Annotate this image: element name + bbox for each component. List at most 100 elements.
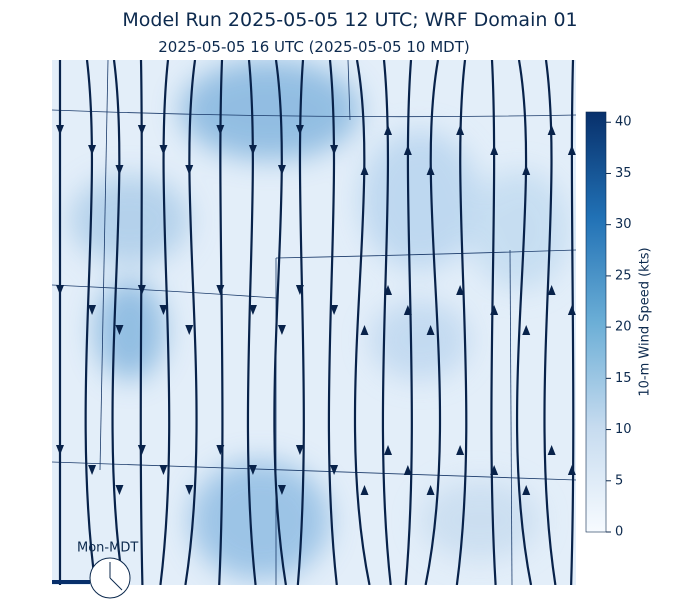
arrowhead	[56, 125, 64, 135]
arrowhead	[384, 285, 393, 295]
arrowhead	[248, 305, 257, 315]
streamline	[218, 60, 224, 585]
arrowhead	[248, 145, 257, 155]
arrowhead	[330, 465, 339, 475]
colorbar-tick-label: 25	[615, 268, 632, 283]
streamline	[111, 60, 125, 585]
arrowhead	[360, 325, 369, 335]
arrowhead	[490, 145, 499, 155]
arrowhead	[277, 325, 286, 335]
arrowhead	[456, 125, 465, 135]
clock-hand	[109, 577, 123, 591]
arrowhead	[360, 485, 369, 495]
colorbar	[585, 111, 607, 533]
arrowhead	[456, 445, 465, 455]
colorbar-tick-label: 40	[615, 115, 632, 130]
arrowhead	[159, 305, 168, 315]
arrowhead	[216, 125, 225, 135]
colorbar-tick-label: 5	[615, 473, 623, 488]
arrowhead	[547, 445, 556, 455]
subtitle: 2025-05-05 16 UTC (2025-05-05 10 MDT)	[158, 38, 469, 56]
border	[52, 109, 576, 118]
arrowhead	[56, 285, 64, 295]
arrowhead	[88, 465, 97, 475]
arrowhead	[277, 165, 286, 175]
arrowhead	[88, 145, 97, 155]
arrowhead	[216, 445, 225, 455]
border	[52, 461, 576, 481]
arrowhead	[295, 445, 304, 455]
arrowhead	[277, 485, 286, 495]
arrowhead	[295, 125, 304, 135]
colorbar-tick-label: 35	[615, 166, 632, 181]
border	[509, 249, 513, 585]
streamline	[490, 60, 497, 585]
arrowhead	[547, 125, 556, 135]
arrowhead	[216, 285, 225, 295]
arrowhead	[567, 145, 576, 155]
map	[52, 60, 576, 585]
arrowhead	[567, 305, 576, 315]
arrowhead	[522, 485, 531, 495]
arrowhead	[185, 165, 194, 175]
arrowhead	[159, 145, 168, 155]
border	[347, 60, 351, 121]
arrowhead	[547, 285, 556, 295]
arrowhead	[88, 305, 97, 315]
streamline	[424, 60, 442, 585]
colorbar-label: 10-m Wind Speed (kts)	[638, 247, 653, 396]
colorbar-tick-label: 15	[615, 371, 632, 386]
streamline	[570, 60, 575, 585]
arrowhead	[115, 485, 124, 495]
arrowhead	[137, 125, 146, 135]
arrowhead	[159, 465, 168, 475]
arrowhead	[185, 325, 194, 335]
streamline	[381, 60, 392, 585]
arrowhead	[426, 165, 435, 175]
arrowhead	[137, 285, 146, 295]
border	[99, 60, 109, 471]
title: Model Run 2025-05-05 12 UTC; WRF Domain …	[122, 9, 577, 31]
arrowhead	[115, 325, 124, 335]
border	[52, 284, 277, 299]
streamline	[139, 60, 144, 585]
border	[275, 249, 576, 259]
streamline	[184, 60, 198, 585]
streamline	[455, 60, 468, 585]
arrowhead	[426, 485, 435, 495]
arrowhead	[56, 445, 64, 455]
arrowhead	[403, 465, 412, 475]
arrowhead	[522, 165, 531, 175]
colorbar-tick-label: 10	[615, 422, 632, 437]
streamline	[353, 60, 371, 585]
time-bar	[52, 580, 90, 584]
arrowhead	[330, 305, 339, 315]
streamline	[273, 60, 287, 585]
arrowhead	[295, 285, 304, 295]
arrowhead	[490, 465, 499, 475]
arrowhead	[115, 165, 124, 175]
colorbar-tick-label: 20	[615, 320, 632, 335]
arrowhead	[426, 325, 435, 335]
colorbar-tick-label: 30	[615, 217, 632, 232]
arrowhead	[403, 145, 412, 155]
streamline	[84, 60, 97, 585]
arrowhead	[567, 465, 576, 475]
arrowhead	[185, 485, 194, 495]
streamline	[404, 60, 413, 585]
arrowhead	[403, 305, 412, 315]
arrowhead	[248, 465, 257, 475]
streamline	[296, 60, 305, 585]
colorbar-tick-label: 0	[615, 525, 623, 540]
clock-label: Mon-MDT	[77, 541, 138, 556]
arrowhead	[456, 285, 465, 295]
streamline	[543, 60, 557, 585]
arrowhead	[522, 325, 531, 335]
arrowhead	[384, 125, 393, 135]
arrowhead	[490, 305, 499, 315]
arrowhead	[137, 445, 146, 455]
streamline	[515, 60, 533, 585]
arrowhead	[360, 165, 369, 175]
arrowhead	[330, 145, 339, 155]
